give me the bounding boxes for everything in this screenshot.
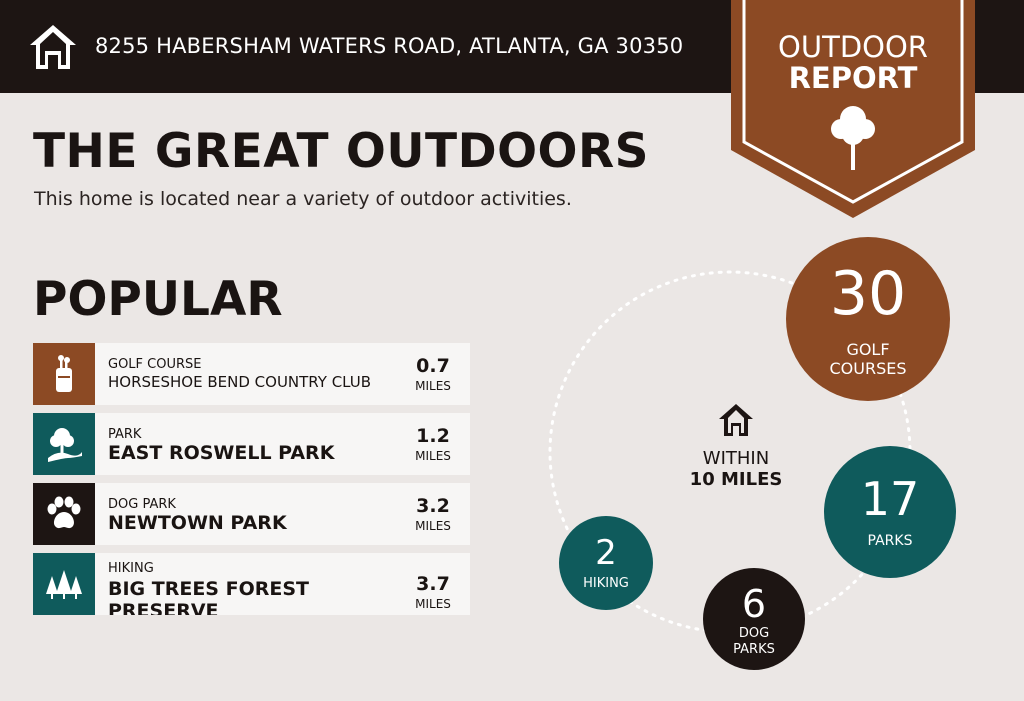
parks-label: PARKS bbox=[867, 533, 913, 549]
list-item-distance: 3.2 bbox=[416, 495, 450, 517]
dog-parks-count: 6 bbox=[741, 582, 767, 626]
parks-count: 17 bbox=[860, 472, 920, 526]
home-icon bbox=[30, 25, 76, 69]
list-item-name: NEWTOWN PARK bbox=[108, 512, 287, 534]
list-item-distance: 0.7 bbox=[416, 355, 450, 377]
within-radius-label: WITHIN 10 MILES bbox=[680, 402, 792, 490]
list-item-name: EAST ROSWELL PARK bbox=[108, 442, 335, 464]
list-item-unit: MILES bbox=[415, 379, 451, 393]
page-subtitle: This home is located near a variety of o… bbox=[34, 188, 572, 210]
list-item-category: DOG PARK bbox=[108, 497, 176, 512]
list-item[interactable]: HIKING BIG TREES FOREST PRESERVE 3.7 MIL… bbox=[33, 553, 470, 615]
list-item[interactable]: GOLF COURSE HORSESHOE BEND COUNTRY CLUB … bbox=[33, 343, 470, 405]
dog-parks-label2: PARKS bbox=[733, 642, 775, 657]
hiking-count-badge: 2 HIKING bbox=[559, 516, 653, 610]
golf-courses-count-badge: 30 GOLF COURSES bbox=[786, 237, 950, 401]
dog-parks-count-badge: 6 DOG PARKS bbox=[703, 568, 805, 670]
list-item-unit: MILES bbox=[415, 519, 451, 533]
golf-courses-count: 30 bbox=[829, 259, 907, 329]
list-item-category: GOLF COURSE bbox=[108, 357, 202, 372]
page-title: THE GREAT OUTDOORS bbox=[33, 124, 650, 179]
ribbon-title-line2: REPORT bbox=[788, 61, 918, 95]
golf-bag-icon bbox=[33, 343, 95, 405]
home-icon bbox=[719, 404, 753, 436]
golf-courses-label1: GOLF bbox=[846, 340, 890, 359]
list-item-distance: 3.7 bbox=[416, 573, 450, 595]
pine-trees-icon bbox=[33, 553, 95, 615]
park-tree-icon bbox=[33, 413, 95, 475]
section-title-popular: POPULAR bbox=[33, 272, 283, 327]
list-item-unit: MILES bbox=[415, 597, 451, 611]
list-item[interactable]: PARK EAST ROSWELL PARK 1.2 MILES bbox=[33, 413, 470, 475]
dog-parks-label1: DOG bbox=[738, 626, 770, 641]
list-item-category: HIKING bbox=[108, 561, 154, 576]
hiking-count: 2 bbox=[595, 533, 617, 573]
property-address: 8255 HABERSHAM WATERS ROAD, ATLANTA, GA … bbox=[95, 34, 684, 58]
list-item[interactable]: DOG PARK NEWTOWN PARK 3.2 MILES bbox=[33, 483, 470, 545]
within-line2: 10 MILES bbox=[689, 469, 783, 490]
list-item-unit: MILES bbox=[415, 449, 451, 463]
paw-icon bbox=[33, 483, 95, 545]
ribbon-title-line1: OUTDOOR bbox=[778, 30, 928, 64]
list-item-distance: 1.2 bbox=[416, 425, 450, 447]
list-item-category: PARK bbox=[108, 427, 142, 442]
hiking-label: HIKING bbox=[583, 576, 629, 591]
within-line1: WITHIN bbox=[702, 448, 770, 469]
golf-courses-label2: COURSES bbox=[829, 359, 907, 378]
list-item-name: HORSESHOE BEND COUNTRY CLUB bbox=[108, 373, 372, 391]
list-item-name: BIG TREES FOREST PRESERVE bbox=[108, 578, 309, 615]
parks-count-badge: 17 PARKS bbox=[824, 446, 956, 578]
tree-icon bbox=[831, 106, 875, 170]
